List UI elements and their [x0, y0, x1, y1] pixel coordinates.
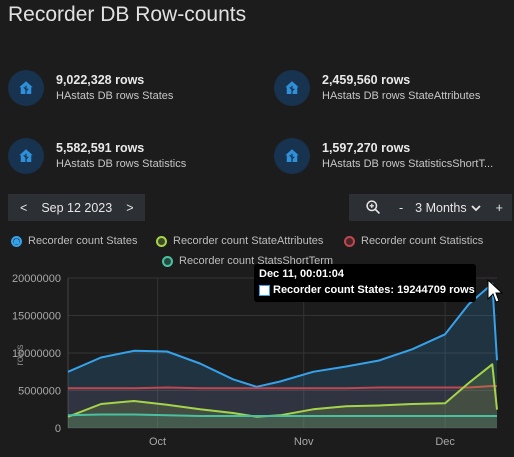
date-navigator: < Sep 12 2023 >	[8, 194, 145, 221]
x-tick-label: Dec	[435, 436, 455, 448]
home-assistant-icon	[8, 138, 44, 174]
zoom-out-button[interactable]: -	[399, 200, 404, 215]
y-tick-label: 20000000	[12, 273, 61, 285]
prev-period-button[interactable]: <	[20, 200, 28, 215]
series-line	[67, 282, 498, 388]
x-tick-label: Oct	[149, 436, 166, 448]
y-tick-label: 15000000	[12, 311, 61, 323]
series-area	[68, 283, 497, 428]
stat-label: HAstats DB rows StatisticsShortT...	[322, 158, 494, 170]
stat-card-statistics[interactable]: 5,582,591 rows HAstats DB rows Statistic…	[8, 138, 186, 174]
period-select[interactable]: 3 Months	[415, 200, 467, 215]
tooltip-swatch	[259, 284, 270, 296]
stat-value: 1,597,270 rows	[322, 141, 411, 155]
y-tick-label: 10000000	[12, 348, 61, 360]
stat-card-states[interactable]: 9,022,328 rows HAstats DB rows States	[8, 70, 173, 106]
next-period-button[interactable]: >	[126, 200, 134, 215]
home-assistant-icon	[274, 70, 310, 106]
y-axis-label: rows	[15, 344, 26, 365]
legend-item-statistics[interactable]: Recorder count Statistics	[344, 235, 483, 247]
stat-label: HAstats DB rows Statistics	[56, 158, 187, 170]
y-tick-label: 5000000	[18, 386, 61, 398]
series-line	[68, 385, 498, 390]
legend-swatch	[11, 235, 22, 247]
x-tick-label: Nov	[294, 436, 314, 448]
legend-swatch	[344, 235, 355, 247]
series-line	[67, 413, 497, 417]
y-tick-label: 0	[55, 423, 61, 435]
stat-value: 9,022,328 rows	[56, 73, 145, 87]
legend-label: Recorder count StateAttributes	[173, 235, 324, 247]
chart-tooltip: Dec 11, 00:01:04 Recorder count States: …	[254, 264, 476, 302]
tooltip-value: Recorder count States: 19244709 rows	[273, 284, 475, 296]
zoom-navigator: - 3 Months +	[349, 194, 512, 221]
tooltip-title: Dec 11, 00:01:04	[259, 268, 345, 280]
stat-value: 5,582,591 rows	[56, 141, 145, 155]
legend-swatch	[162, 255, 173, 267]
stat-card-statistics-short-term[interactable]: 1,597,270 rows HAstats DB rows Statistic…	[274, 138, 493, 174]
current-date[interactable]: Sep 12 2023	[41, 200, 113, 215]
row-count-chart[interactable]: 20000000 15000000 10000000 5000000 0 Oct Nov De…	[0, 262, 514, 457]
series-area	[68, 414, 497, 428]
mouse-cursor-icon	[487, 279, 503, 303]
zoom-in-icon[interactable]	[365, 199, 382, 216]
tooltip-row: Recorder count States: 19244709 rows	[259, 284, 475, 296]
legend-item-state-attributes[interactable]: Recorder count StateAttributes	[156, 235, 323, 247]
chevron-down-icon[interactable]	[470, 202, 482, 214]
series-line	[67, 363, 498, 418]
home-assistant-icon	[274, 138, 310, 174]
legend-swatch	[156, 235, 167, 247]
stat-value: 2,459,560 rows	[322, 73, 411, 87]
stat-card-state-attributes[interactable]: 2,459,560 rows HAstats DB rows StateAttr…	[274, 70, 480, 106]
legend-label: Recorder count States	[28, 235, 138, 247]
series-area	[68, 386, 497, 428]
legend-label: Recorder count Statistics	[361, 235, 484, 247]
stat-label: HAstats DB rows States	[56, 90, 174, 102]
stat-label: HAstats DB rows StateAttributes	[322, 90, 481, 102]
zoom-in-button[interactable]: +	[495, 200, 503, 215]
legend-item-states[interactable]: Recorder count States	[11, 235, 137, 247]
home-assistant-icon	[8, 70, 44, 106]
series-area	[68, 364, 497, 428]
page-title: Recorder DB Row-counts	[8, 3, 247, 26]
